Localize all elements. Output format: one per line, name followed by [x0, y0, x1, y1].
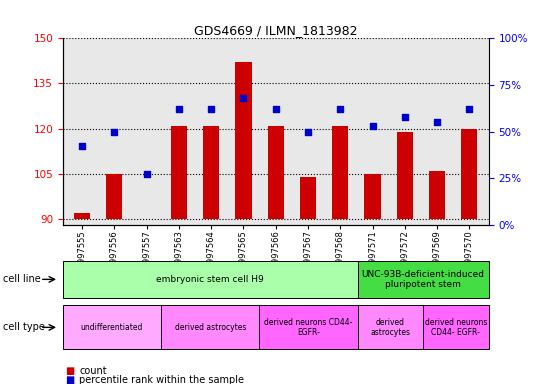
Title: GDS4669 / ILMN_1813982: GDS4669 / ILMN_1813982 [194, 24, 358, 37]
Point [271, 106, 280, 112]
Bar [171, 126, 187, 218]
Bar [235, 63, 252, 218]
Text: undifferentiated: undifferentiated [81, 323, 143, 332]
Point [175, 106, 183, 112]
Text: derived
astrocytes: derived astrocytes [370, 318, 411, 337]
Bar [203, 126, 219, 218]
Bar [365, 174, 381, 218]
Point [432, 119, 441, 125]
Text: percentile rank within the sample: percentile rank within the sample [79, 375, 244, 384]
Point [207, 106, 216, 112]
Text: ■: ■ [66, 366, 75, 376]
Bar [106, 174, 122, 218]
Bar [429, 170, 445, 218]
Text: UNC-93B-deficient-induced
pluripotent stem: UNC-93B-deficient-induced pluripotent st… [361, 270, 485, 289]
Text: ■: ■ [66, 375, 75, 384]
Bar [74, 213, 90, 218]
Point [368, 123, 377, 129]
Point [465, 106, 474, 112]
Point [304, 129, 312, 135]
Point [78, 143, 86, 149]
Bar [300, 177, 316, 218]
Text: cell type: cell type [3, 322, 45, 333]
Point [110, 129, 119, 135]
Text: embryonic stem cell H9: embryonic stem cell H9 [156, 275, 264, 284]
Bar [268, 126, 284, 218]
Bar [397, 132, 413, 218]
Bar [332, 126, 348, 218]
Text: cell line: cell line [3, 274, 40, 285]
Text: derived astrocytes: derived astrocytes [175, 323, 246, 332]
Point [336, 106, 345, 112]
Point [400, 114, 409, 120]
Point [239, 95, 248, 101]
Bar [461, 129, 477, 218]
Text: derived neurons CD44-
EGFR-: derived neurons CD44- EGFR- [264, 318, 353, 337]
Text: count: count [79, 366, 107, 376]
Text: derived neurons
CD44- EGFR-: derived neurons CD44- EGFR- [425, 318, 487, 337]
Point [143, 171, 151, 177]
